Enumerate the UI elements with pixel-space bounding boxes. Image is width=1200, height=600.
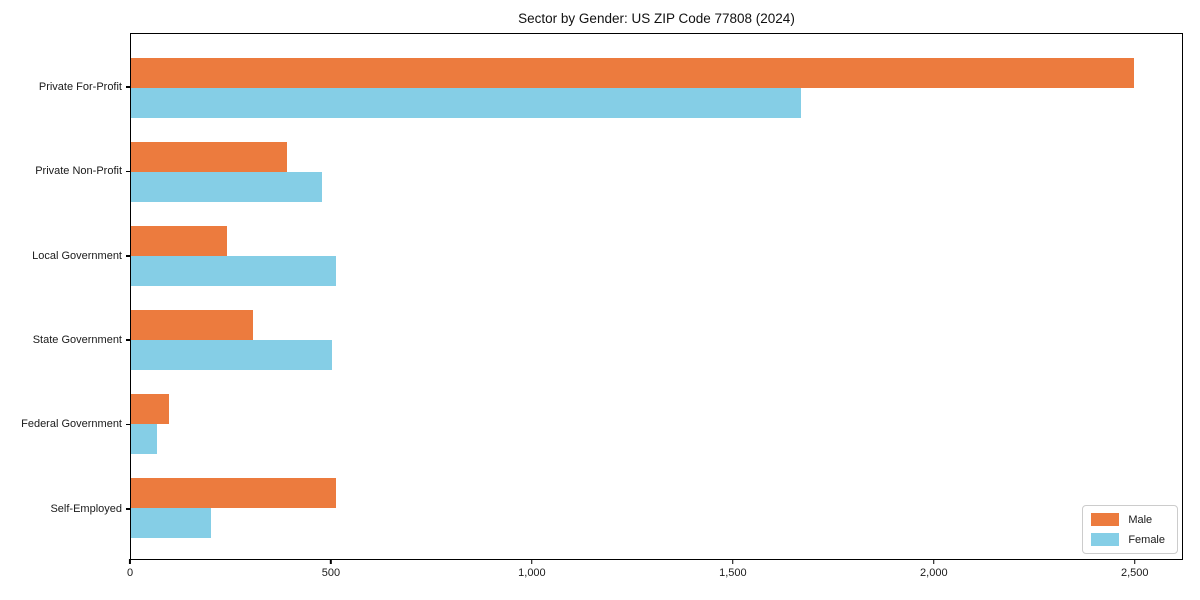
legend-item-male: Male xyxy=(1091,513,1165,526)
legend-swatch-female xyxy=(1091,533,1120,546)
x-tick-mark xyxy=(1134,558,1136,564)
x-tick-mark xyxy=(129,558,131,564)
chart-title: Sector by Gender: US ZIP Code 77808 (202… xyxy=(518,11,795,26)
x-tick-mark xyxy=(732,558,734,564)
legend-swatch-male xyxy=(1091,513,1120,526)
category-label-row-5: Self-Employed xyxy=(0,467,130,551)
y-tick-mark xyxy=(126,170,130,173)
x-tick-label: 0 xyxy=(126,566,134,579)
legend-label: Male xyxy=(1128,513,1153,526)
bar-group-0 xyxy=(131,46,1182,130)
y-tick-mark xyxy=(126,86,130,88)
x-tick-label: 2,000 xyxy=(920,566,948,579)
bar-group-3 xyxy=(131,298,1182,382)
bar-group-2 xyxy=(131,214,1182,298)
x-tick-label: 1,500 xyxy=(719,566,747,579)
x-tick-label: 500 xyxy=(321,566,341,579)
y-tick-mark xyxy=(126,255,130,257)
bar-female-4[interactable] xyxy=(131,424,158,454)
bar-male-0[interactable] xyxy=(131,58,1134,88)
y-tick-mark xyxy=(126,423,130,426)
category-label: Local Government xyxy=(32,249,122,262)
y-tick-mark xyxy=(126,508,130,510)
category-label-row-0: Private For-Profit xyxy=(0,45,130,129)
x-tick-1: 500 xyxy=(321,558,341,579)
y-tick-mark xyxy=(126,339,130,341)
bar-group-1 xyxy=(131,130,1182,214)
bar-group-5 xyxy=(131,466,1182,550)
category-label: Private Non-Profit xyxy=(35,165,122,178)
x-tick-mark xyxy=(531,558,533,564)
category-label-row-1: Private Non-Profit xyxy=(0,129,130,213)
category-label-row-4: Federal Government xyxy=(0,382,130,466)
category-label-row-3: State Government xyxy=(0,298,130,382)
bar-female-3[interactable] xyxy=(131,340,332,370)
bar-male-1[interactable] xyxy=(131,142,288,172)
category-label: Private For-Profit xyxy=(38,81,122,94)
category-label: State Government xyxy=(32,334,122,347)
plot-area: Male Female xyxy=(130,33,1183,560)
x-tick-label: 2,500 xyxy=(1121,566,1149,579)
bar-male-5[interactable] xyxy=(131,478,336,508)
x-tick-mark xyxy=(933,558,935,564)
category-label: Self-Employed xyxy=(50,502,122,515)
bar-female-2[interactable] xyxy=(131,256,336,286)
y-axis-labels: Private For-Profit Private Non-Profit Loca… xyxy=(0,33,130,560)
x-tick-label: 1,000 xyxy=(518,566,546,579)
bar-male-2[interactable] xyxy=(131,226,228,256)
legend-label: Female xyxy=(1128,533,1165,546)
bar-male-3[interactable] xyxy=(131,310,254,340)
bar-female-1[interactable] xyxy=(131,172,322,202)
legend: Male Female xyxy=(1082,505,1178,554)
category-label-row-2: Local Government xyxy=(0,214,130,298)
bar-female-0[interactable] xyxy=(131,88,801,118)
x-tick-2: 1,000 xyxy=(518,558,546,579)
x-tick-0: 0 xyxy=(126,558,134,579)
x-tick-mark xyxy=(330,558,332,564)
category-label: Federal Government xyxy=(21,418,122,431)
legend-item-female: Female xyxy=(1091,533,1165,546)
x-tick-5: 2,500 xyxy=(1121,558,1149,579)
bar-male-4[interactable] xyxy=(131,394,170,424)
x-tick-3: 1,500 xyxy=(719,558,747,579)
x-tick-4: 2,000 xyxy=(920,558,948,579)
bar-female-5[interactable] xyxy=(131,508,212,538)
bar-group-4 xyxy=(131,382,1182,466)
x-axis: 0 500 1,000 1,500 2,000 2,500 xyxy=(126,558,1183,589)
bars-container xyxy=(131,34,1182,559)
